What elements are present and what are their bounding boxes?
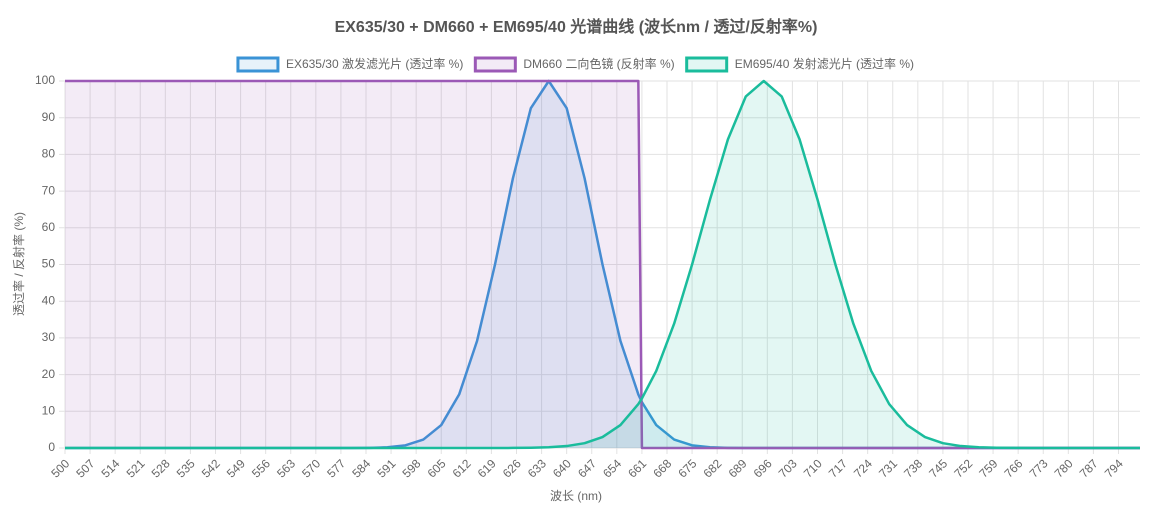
x-tick-label: 668 — [650, 456, 674, 480]
legend-swatch — [236, 56, 280, 73]
x-tick-label: 794 — [1102, 456, 1126, 480]
x-tick-label: 521 — [124, 456, 148, 480]
x-tick-label: 724 — [851, 456, 875, 480]
x-tick-label: 591 — [374, 456, 398, 480]
legend: EX635/30 激发滤光片 (透过率 %) DM660 二向色镜 (反射率 %)… — [236, 56, 914, 73]
legend-label: DM660 二向色镜 (反射率 %) — [523, 56, 674, 71]
x-tick-label: 535 — [174, 456, 198, 480]
x-tick-label: 514 — [98, 456, 122, 480]
y-tick-label: 40 — [42, 293, 56, 307]
x-tick-label: 696 — [751, 456, 775, 480]
x-tick-label: 738 — [901, 456, 925, 480]
x-tick-label: 675 — [675, 456, 699, 480]
x-tick-label: 507 — [73, 456, 97, 480]
x-tick-label: 640 — [550, 456, 574, 480]
legend-item: EM695/40 发射滤光片 (透过率 %) — [685, 56, 914, 73]
x-tick-label: 780 — [1052, 456, 1076, 480]
x-tick-label: 612 — [450, 456, 474, 480]
x-tick-label: 619 — [475, 456, 499, 480]
x-tick-label: 710 — [801, 456, 825, 480]
line — [65, 79, 1140, 450]
x-tick-label: 745 — [926, 456, 950, 480]
x-tick-label: 752 — [951, 456, 975, 480]
legend-label: EX635/30 激发滤光片 (透过率 %) — [286, 56, 463, 71]
y-tick-label: 80 — [42, 147, 56, 161]
y-tick-label: 50 — [42, 257, 56, 271]
x-tick-label: 626 — [500, 456, 524, 480]
y-tick-label: 10 — [42, 403, 56, 417]
x-tick-label: 682 — [700, 456, 724, 480]
x-tick-label: 689 — [726, 456, 750, 480]
x-axis-label: 波长 (nm) — [550, 489, 602, 503]
x-tick-label: 703 — [776, 456, 800, 480]
x-tick-label: 556 — [249, 456, 273, 480]
x-tick-label: 787 — [1077, 456, 1101, 480]
x-tick-label: 570 — [299, 456, 323, 480]
legend-item: EX635/30 激发滤光片 (透过率 %) — [236, 56, 463, 73]
x-tick-label: 717 — [826, 456, 850, 480]
y-tick-label: 0 — [48, 440, 55, 454]
x-tick-label: 584 — [349, 456, 373, 480]
x-tick-label: 759 — [976, 456, 1000, 480]
y-axis-label: 透过率 / 反射率 (%) — [11, 212, 26, 316]
x-tick-label: 633 — [525, 456, 549, 480]
y-tick-label: 30 — [42, 330, 56, 344]
x-tick-label: 598 — [399, 456, 423, 480]
x-tick-label: 528 — [149, 456, 173, 480]
line — [65, 79, 1140, 450]
x-tick-label: 563 — [274, 456, 298, 480]
x-tick-label: 773 — [1027, 456, 1051, 480]
legend-swatch — [473, 56, 517, 73]
x-tick-label: 731 — [876, 456, 900, 480]
x-tick-label: 500 — [48, 456, 72, 480]
legend-swatch — [685, 56, 729, 73]
x-tick-label: 605 — [425, 456, 449, 480]
legend-item: DM660 二向色镜 (反射率 %) — [473, 56, 675, 73]
x-tick-label: 577 — [324, 456, 348, 480]
y-tick-label: 60 — [42, 220, 56, 234]
y-tick-label: 100 — [35, 73, 55, 87]
area-fill — [65, 81, 1140, 448]
y-tick-label: 70 — [42, 183, 56, 197]
x-tick-label: 549 — [224, 456, 248, 480]
x-tick-label: 766 — [1001, 456, 1025, 480]
y-tick-label: 20 — [42, 367, 56, 381]
x-tick-label: 647 — [575, 456, 599, 480]
x-tick-label: 542 — [199, 456, 223, 480]
x-tick-label: 661 — [625, 456, 649, 480]
x-tick-label: 654 — [600, 456, 624, 480]
y-tick-label: 90 — [42, 110, 56, 124]
legend-label: EM695/40 发射滤光片 (透过率 %) — [735, 56, 914, 71]
chart-title: EX635/30 + DM660 + EM695/40 光谱曲线 (波长nm /… — [335, 17, 818, 36]
